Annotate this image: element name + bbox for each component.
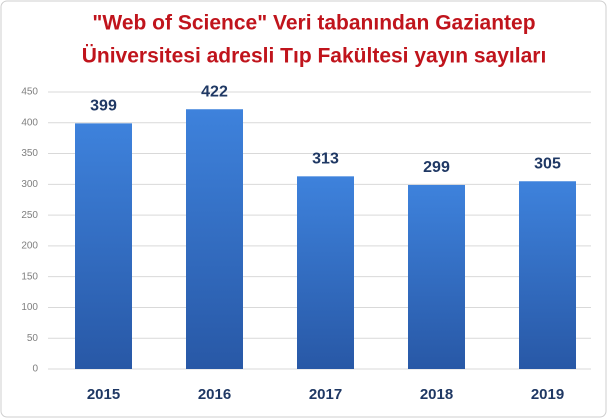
chart-title: "Web of Science" Veri tabanından Gaziant… — [92, 12, 535, 35]
data-label: 299 — [423, 159, 450, 176]
data-label: 313 — [312, 151, 339, 168]
x-tick-label: 2019 — [531, 386, 564, 403]
y-tick-label: 200 — [21, 241, 38, 252]
data-label: 422 — [201, 83, 228, 100]
data-label: 399 — [90, 98, 117, 115]
y-tick-label: 0 — [32, 364, 38, 375]
y-tick-label: 50 — [27, 333, 39, 344]
x-tick-label: 2016 — [198, 386, 231, 403]
y-tick-label: 100 — [21, 302, 38, 313]
y-tick-label: 350 — [21, 148, 38, 159]
chart-title: Üniversitesi adresli Tıp Fakültesi yayın… — [82, 45, 547, 68]
y-tick-label: 300 — [21, 179, 38, 190]
bar — [297, 176, 354, 369]
x-tick-label: 2015 — [87, 386, 120, 403]
bar — [186, 109, 243, 369]
y-tick-label: 400 — [21, 117, 38, 128]
y-tick-label: 150 — [21, 271, 38, 282]
data-label: 305 — [534, 155, 561, 172]
x-tick-label: 2018 — [420, 386, 453, 403]
y-tick-label: 450 — [21, 87, 38, 98]
bar — [519, 181, 576, 369]
x-tick-label: 2017 — [309, 386, 342, 403]
y-tick-label: 250 — [21, 210, 38, 221]
bar — [75, 123, 132, 369]
bar — [408, 184, 465, 369]
